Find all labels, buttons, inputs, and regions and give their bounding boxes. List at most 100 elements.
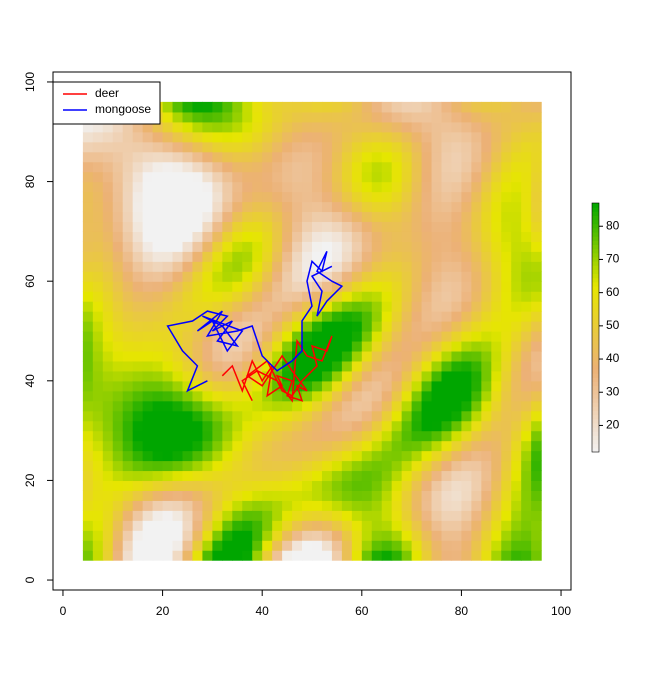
- raster-cell: [152, 281, 164, 292]
- colorbar-step: [592, 443, 599, 449]
- raster-cell: [371, 131, 383, 143]
- raster-cell: [361, 211, 373, 223]
- colorbar-step: [592, 402, 599, 407]
- raster-cell: [212, 201, 223, 213]
- raster-cell: [431, 111, 443, 123]
- raster-cell: [481, 410, 492, 422]
- raster-cell: [242, 480, 253, 491]
- raster-cell: [401, 201, 413, 213]
- raster-cell: [162, 390, 174, 402]
- raster-cell: [321, 291, 333, 302]
- raster-cell: [481, 111, 492, 123]
- raster-cell: [331, 311, 343, 322]
- raster-cell: [441, 281, 453, 292]
- raster-cell: [421, 131, 433, 143]
- raster-cell: [531, 121, 542, 133]
- raster-cell: [252, 430, 263, 442]
- raster-cell: [132, 231, 144, 242]
- raster-cell: [292, 520, 303, 531]
- raster-cell: [471, 510, 482, 521]
- raster-cell: [321, 370, 333, 382]
- raster-cell: [391, 171, 403, 183]
- raster-cell: [202, 161, 213, 173]
- colorbar-label: 30: [606, 384, 620, 398]
- raster-cell: [511, 350, 522, 362]
- raster-cell: [282, 510, 293, 521]
- raster-cell: [471, 460, 482, 472]
- raster-cell: [371, 301, 383, 312]
- raster-cell: [102, 360, 114, 372]
- raster-cell: [262, 201, 273, 213]
- raster-cell: [252, 540, 263, 551]
- raster-cell: [312, 271, 323, 282]
- raster-cell: [411, 410, 423, 422]
- raster-cell: [272, 390, 283, 402]
- colorbar-step: [592, 248, 599, 254]
- raster-cell: [491, 261, 502, 272]
- raster-cell: [212, 350, 223, 362]
- raster-cell: [282, 470, 293, 482]
- raster-cell: [282, 141, 293, 153]
- raster-cell: [252, 261, 263, 272]
- raster-cell: [302, 141, 313, 153]
- raster-cell: [192, 201, 204, 213]
- raster-cell: [431, 370, 443, 382]
- raster-cell: [531, 301, 542, 312]
- raster-cell: [82, 500, 94, 511]
- raster-cell: [272, 430, 283, 442]
- raster-cell: [511, 291, 522, 302]
- raster-cell: [531, 530, 542, 541]
- raster-cell: [192, 181, 204, 193]
- raster-cell: [302, 420, 313, 432]
- raster-cell: [142, 460, 154, 472]
- legend-label: mongoose: [95, 102, 151, 116]
- raster-cell: [122, 510, 134, 521]
- raster-cell: [451, 440, 463, 452]
- raster-cell: [172, 380, 184, 392]
- raster-cell: [162, 530, 174, 541]
- raster-cell: [401, 101, 413, 113]
- raster-cell: [162, 420, 174, 432]
- raster-cell: [252, 460, 263, 472]
- raster-cell: [82, 141, 94, 153]
- colorbar-step: [592, 373, 599, 378]
- colorbar-step: [592, 265, 599, 270]
- raster-cell: [202, 201, 213, 213]
- raster-cell: [142, 331, 154, 342]
- raster-cell: [202, 350, 213, 362]
- raster-cell: [162, 360, 174, 372]
- raster-cell: [112, 520, 124, 531]
- raster-cell: [192, 221, 204, 232]
- raster-cell: [182, 141, 194, 153]
- raster-cell: [461, 121, 472, 133]
- raster-cell: [262, 281, 273, 292]
- raster-cell: [531, 380, 542, 392]
- raster-cell: [182, 241, 194, 252]
- raster-cell: [341, 111, 353, 123]
- raster-cell: [421, 111, 433, 123]
- raster-cell: [461, 530, 472, 541]
- raster-cell: [202, 420, 213, 432]
- raster-cell: [421, 520, 433, 531]
- raster-cell: [461, 181, 472, 193]
- raster-cell: [511, 420, 522, 432]
- raster-cell: [371, 171, 383, 183]
- raster-cell: [431, 410, 443, 422]
- colorbar-step: [592, 273, 599, 279]
- raster-cell: [312, 500, 323, 511]
- raster-cell: [172, 211, 184, 223]
- raster-cell: [461, 281, 472, 292]
- raster-cell: [192, 420, 204, 432]
- raster-cell: [431, 550, 443, 561]
- raster-cell: [242, 121, 253, 133]
- raster-cell: [401, 251, 413, 262]
- raster-cell: [401, 490, 413, 501]
- raster-cell: [292, 490, 303, 501]
- raster-cell: [511, 321, 522, 332]
- raster-cell: [471, 520, 482, 531]
- raster-cell: [501, 530, 512, 541]
- raster-cell: [341, 480, 353, 491]
- raster-cell: [192, 550, 204, 561]
- raster-cell: [92, 550, 104, 561]
- raster-cell: [321, 420, 333, 432]
